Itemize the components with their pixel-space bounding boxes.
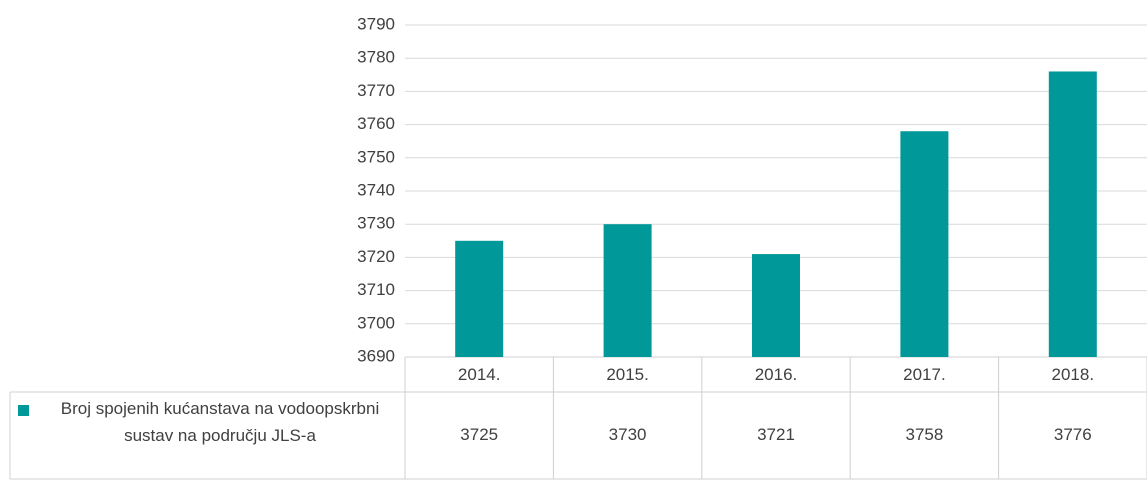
x-tick-label: 2016. <box>755 365 798 384</box>
bar <box>1048 71 1097 357</box>
table-value: 3730 <box>609 425 647 444</box>
y-tick-label: 3720 <box>357 247 395 266</box>
y-tick-label: 3770 <box>357 81 395 100</box>
bar <box>752 254 800 357</box>
bar <box>900 131 949 357</box>
bar <box>603 224 652 357</box>
y-tick-label: 3730 <box>357 214 395 233</box>
x-tick-label: 2018. <box>1052 365 1095 384</box>
x-tick-label: 2015. <box>606 365 649 384</box>
y-tick-label: 3710 <box>357 280 395 299</box>
y-tick-label: 3690 <box>357 346 395 365</box>
table-value: 3776 <box>1054 425 1092 444</box>
bar <box>455 240 504 357</box>
legend-key <box>18 405 29 416</box>
legend-label: Broj spojenih kućanstava na vodoopskrbni… <box>60 399 380 445</box>
y-tick-label: 3750 <box>357 147 395 166</box>
y-tick-label: 3740 <box>357 180 395 199</box>
y-tick-label: 3760 <box>357 114 395 133</box>
y-tick-label: 3780 <box>357 48 395 67</box>
x-tick-label: 2017. <box>903 365 946 384</box>
table-value: 3721 <box>757 425 795 444</box>
y-tick-label: 3700 <box>357 313 395 332</box>
table-value: 3758 <box>905 425 943 444</box>
x-tick-label: 2014. <box>458 365 501 384</box>
table-value: 3725 <box>460 425 498 444</box>
y-tick-label: 3790 <box>357 14 395 33</box>
